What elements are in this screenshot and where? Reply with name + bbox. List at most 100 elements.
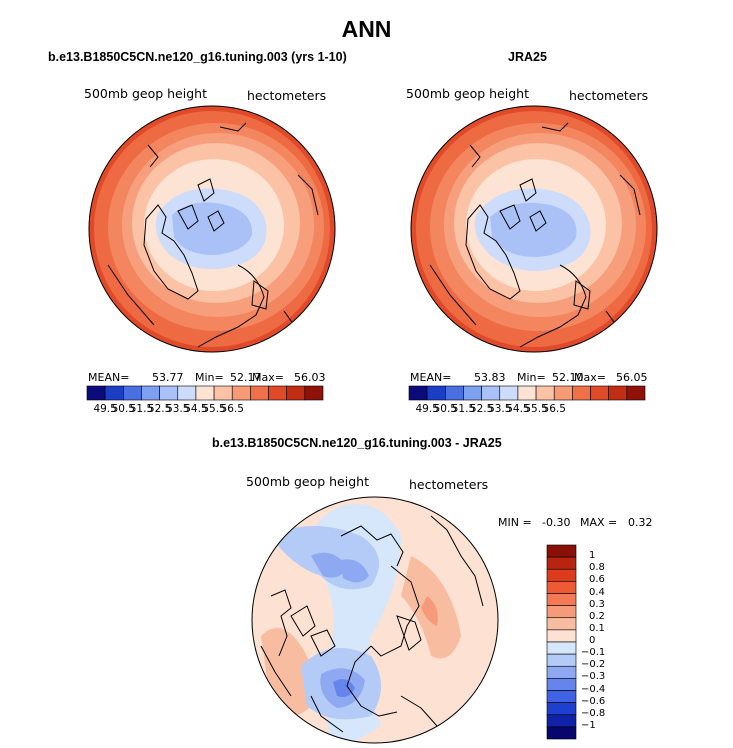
diff-colorbar [546,544,577,740]
colorbar-swatch [86,385,106,401]
colorbar-swatch [546,556,577,570]
colorbar-swatch [572,385,591,401]
model-min-value: 52.17 [230,371,262,384]
colorbar-tick-label: 52.5 [147,403,172,415]
colorbar-swatch [590,385,609,401]
colorbar-swatch [546,629,577,643]
colorbar-tick-label: 0.1 [589,622,605,634]
obs-max-label: Max= [574,371,606,384]
colorbar-tick-label: 50.5 [111,403,135,415]
colorbar-tick-label: 0.8 [589,562,605,574]
colorbar-tick-label: 54.5 [506,403,530,415]
colorbar-tick-label: 1 [589,550,596,562]
colorbar-swatch [546,690,577,703]
colorbar-swatch [499,385,519,401]
colorbar-swatch [546,605,577,619]
colorbar-swatch [553,385,573,401]
colorbar-swatch [141,385,160,401]
colorbar-tick-label: 0.3 [589,598,605,610]
colorbar-swatch [250,385,269,401]
colorbar-swatch [286,385,306,401]
figure-title: ANN [341,16,392,42]
colorbar-swatch [426,385,446,401]
diff-min-value: -0.30 [542,516,571,529]
colorbar-swatch [159,385,179,401]
colorbar-swatch [445,385,464,401]
colorbar-tick-label: 49.5 [415,403,439,415]
colorbar-tick-label: 56.5 [542,403,566,415]
colorbar-tick-label: 0 [589,635,596,646]
colorbar-swatch [546,581,577,594]
colorbar-swatch [546,593,577,606]
colorbar-swatch [546,702,577,716]
model-max-value: 56.03 [294,371,326,384]
colorbar-tick-label: 55.5 [202,403,226,415]
obs-variable-label: 500mb geop height [406,86,529,101]
model-mean-value: 53.77 [152,371,184,384]
colorbar-tick-label: 54.5 [184,403,208,415]
colorbar-swatch [481,385,501,401]
colorbar-swatch [195,385,215,401]
colorbar-tick-label: −0.2 [581,659,606,671]
colorbar-tick-label: −0.4 [581,683,606,695]
model-max-label: Max= [252,371,284,384]
colorbar-tick-label: −0.1 [581,647,606,659]
colorbar-swatch [546,568,577,582]
colorbar-tick-label: −0.8 [581,707,606,719]
colorbar-tick-label: 51.5 [451,403,476,415]
colorbar-swatch [517,385,537,401]
diff-max-value: 0.32 [628,516,653,529]
model-mean-label: MEAN= [88,371,130,384]
colorbar-swatch [546,544,577,558]
colorbar-swatch [546,714,577,728]
colorbar-swatch [268,385,287,401]
colorbar-swatch [213,385,233,401]
diff-min-label: MIN = [498,516,532,529]
colorbar-swatch [177,385,197,401]
diff-variable-label: 500mb geop height [246,474,369,489]
model-polar-map [88,105,336,353]
colorbar-swatch [546,665,577,679]
colorbar-tick-label: 0.6 [589,574,605,586]
colorbar-tick-label: 53.5 [166,403,190,415]
colorbar-swatch [463,385,482,401]
colorbar-tick-label: 51.5 [129,403,154,415]
colorbar-swatch [546,617,577,631]
colorbar-tick-label: 0.2 [589,610,605,622]
colorbar-swatch [608,385,628,401]
colorbar-swatch [626,385,646,401]
diff-max-label: MAX = [580,516,618,529]
colorbar-tick-label: 52.5 [469,403,494,415]
model-panel-title: b.e13.B1850C5CN.ne120_g16.tuning.003 (yr… [48,50,347,64]
colorbar-swatch [546,678,577,691]
colorbar-swatch [231,385,251,401]
diff-units-label: hectometers [409,477,489,492]
colorbar-tick-label: −1 [581,719,596,731]
model-units-label: hectometers [247,88,327,103]
colorbar-tick-label: 56.5 [220,403,244,415]
colorbar-swatch [408,385,428,401]
colorbar-tick-label: 50.5 [433,403,457,415]
colorbar-tick-label: −0.3 [581,671,606,683]
model-variable-label: 500mb geop height [84,86,207,101]
colorbar-tick-label: −0.6 [581,695,606,707]
colorbar-swatch [104,385,124,401]
model-colorbar [86,385,324,401]
colorbar-swatch [535,385,555,401]
colorbar-swatch [123,385,142,401]
colorbar-swatch [546,726,577,740]
obs-min-value: 52.10 [552,371,584,384]
colorbar-tick-label: 53.5 [488,403,512,415]
colorbar-tick-label: 49.5 [93,403,117,415]
obs-mean-label: MEAN= [410,371,452,384]
colorbar-tick-label: 55.5 [524,403,548,415]
colorbar-tick-label: 0.4 [589,586,605,598]
obs-polar-map [410,105,658,353]
obs-min-label: Min= [517,371,546,384]
colorbar-swatch [304,385,324,401]
obs-colorbar [408,385,646,401]
colorbar-swatch [546,641,577,655]
obs-panel-title: JRA25 [508,50,547,64]
diff-polar-map [251,496,499,744]
obs-mean-value: 53.83 [474,371,506,384]
